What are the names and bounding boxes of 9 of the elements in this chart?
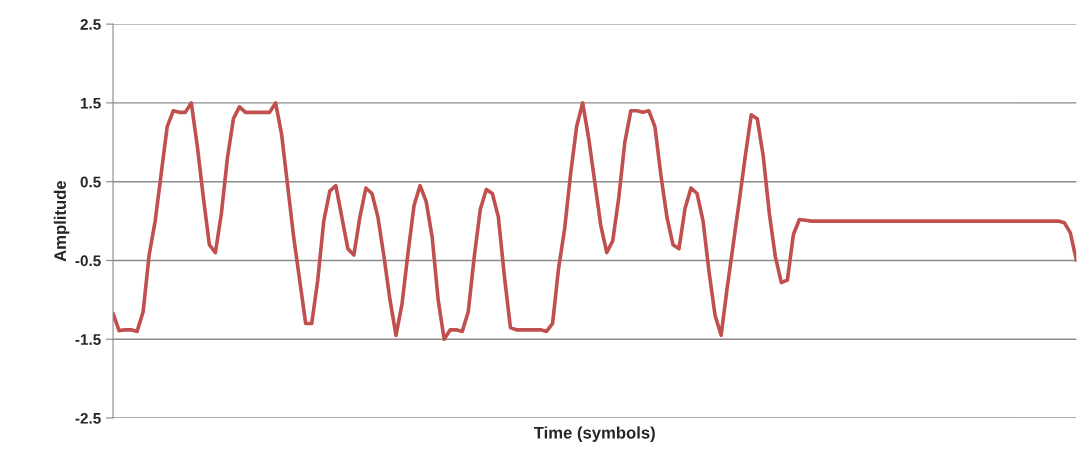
y-tick-label: 1.5	[80, 97, 101, 109]
y-tick-label: 0.5	[80, 176, 101, 188]
y-tick-label: -0.5	[75, 255, 101, 267]
line-series	[113, 101, 1077, 342]
y-tick-label: -1.5	[75, 334, 101, 345]
y-axis-title: Amplitude	[53, 180, 70, 262]
y-tick-label: -2.5	[75, 412, 101, 424]
x-axis-title: Time (symbols)	[533, 426, 655, 442]
y-tick-label: 2.5	[80, 19, 101, 30]
